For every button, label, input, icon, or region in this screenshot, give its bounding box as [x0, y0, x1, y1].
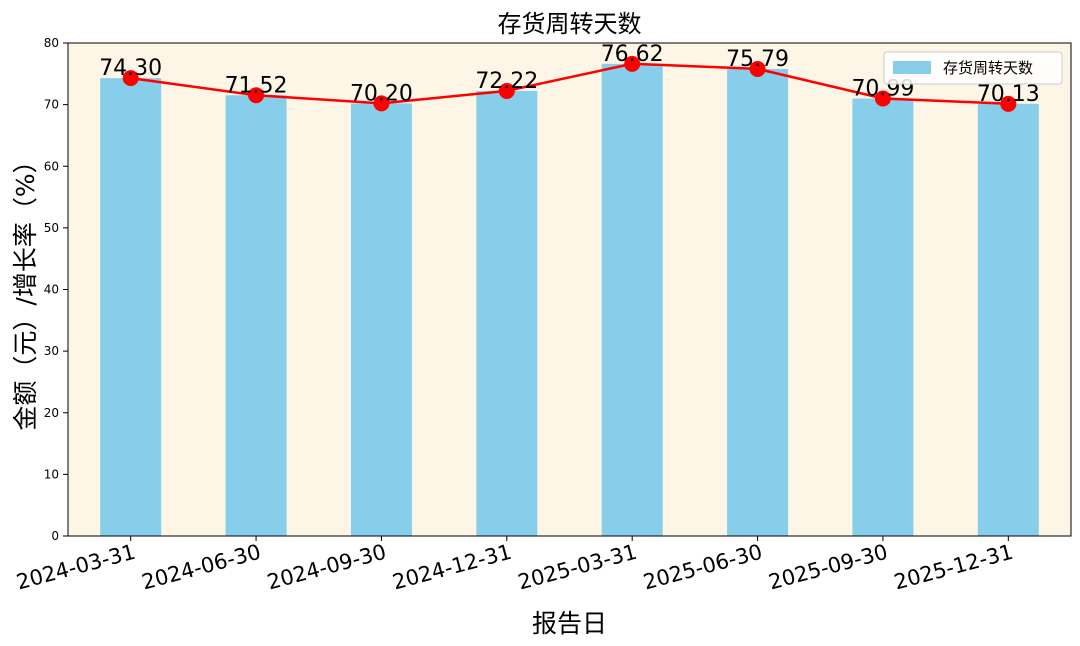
- trend-line: [130, 62, 1009, 106]
- y-tick-label: 50: [44, 221, 59, 235]
- legend-swatch: [893, 61, 931, 74]
- legend-label: 存货周转天数: [943, 59, 1033, 77]
- y-tick-label: 60: [44, 159, 59, 173]
- y-axis-title: 金额（元）/增长率（%）: [11, 148, 40, 430]
- y-tick-label: 30: [44, 344, 59, 358]
- y-tick-label: 10: [44, 467, 59, 481]
- x-tick-label: 2024-06-30: [139, 540, 263, 595]
- bar-2025-12-31: [977, 103, 1039, 536]
- x-axis-title: 报告日: [532, 609, 607, 638]
- plot-area: [68, 43, 1071, 536]
- bar-2024-03-31: [100, 78, 162, 536]
- point-2025-03-31: [624, 55, 641, 72]
- legend-box: [883, 51, 1063, 85]
- bar-2025-09-30: [852, 98, 914, 537]
- point-2024-06-30: [248, 87, 265, 104]
- bars-layer: [100, 63, 1039, 537]
- x-tick-label: 2024-09-30: [265, 540, 389, 595]
- bar-2024-12-31: [476, 90, 538, 537]
- point-2024-03-31: [122, 70, 139, 87]
- chart-title: 存货周转天数: [498, 10, 642, 38]
- y-tick-label: 20: [44, 406, 59, 420]
- point-2024-12-31: [498, 82, 515, 99]
- x-tick-label: 2025-12-31: [892, 540, 1016, 595]
- point-2024-09-30: [373, 95, 390, 112]
- data-label: 76.62: [601, 42, 664, 67]
- x-tick-label: 2025-09-30: [766, 540, 890, 595]
- y-tick-label: 0: [51, 529, 59, 543]
- point-2025-09-30: [874, 90, 891, 107]
- line-layer: [122, 55, 1017, 112]
- data-label: 70.13: [977, 82, 1040, 107]
- y-tick-label: 80: [44, 36, 59, 50]
- x-tick-label: 2025-06-30: [641, 540, 765, 595]
- x-tick-label: 2024-03-31: [14, 540, 138, 595]
- bar-2024-06-30: [225, 95, 287, 537]
- point-2025-06-30: [749, 60, 766, 77]
- legend: 存货周转天数: [883, 51, 1063, 85]
- data-label: 74.30: [99, 56, 162, 81]
- x-axis: 2024-03-31 2024-06-30 2024-09-30 2024-12-31…: [14, 536, 1016, 594]
- bar-2025-06-30: [727, 68, 789, 536]
- data-label: 70.20: [350, 81, 413, 106]
- x-tick-label: 2024-12-31: [390, 540, 514, 595]
- data-label: 72.22: [475, 69, 538, 94]
- y-tick-label: 40: [44, 283, 59, 297]
- y-tick-label: 70: [44, 98, 59, 112]
- bar-2024-09-30: [350, 103, 412, 536]
- data-label: 75.79: [726, 47, 789, 72]
- y-axis: 0 10 20 30 40 50 60 70 80: [44, 36, 68, 543]
- bar-2025-03-31: [601, 63, 663, 536]
- data-label: 71.52: [225, 73, 288, 98]
- x-tick-label: 2025-03-31: [515, 540, 639, 595]
- point-2025-12-31: [1000, 95, 1017, 112]
